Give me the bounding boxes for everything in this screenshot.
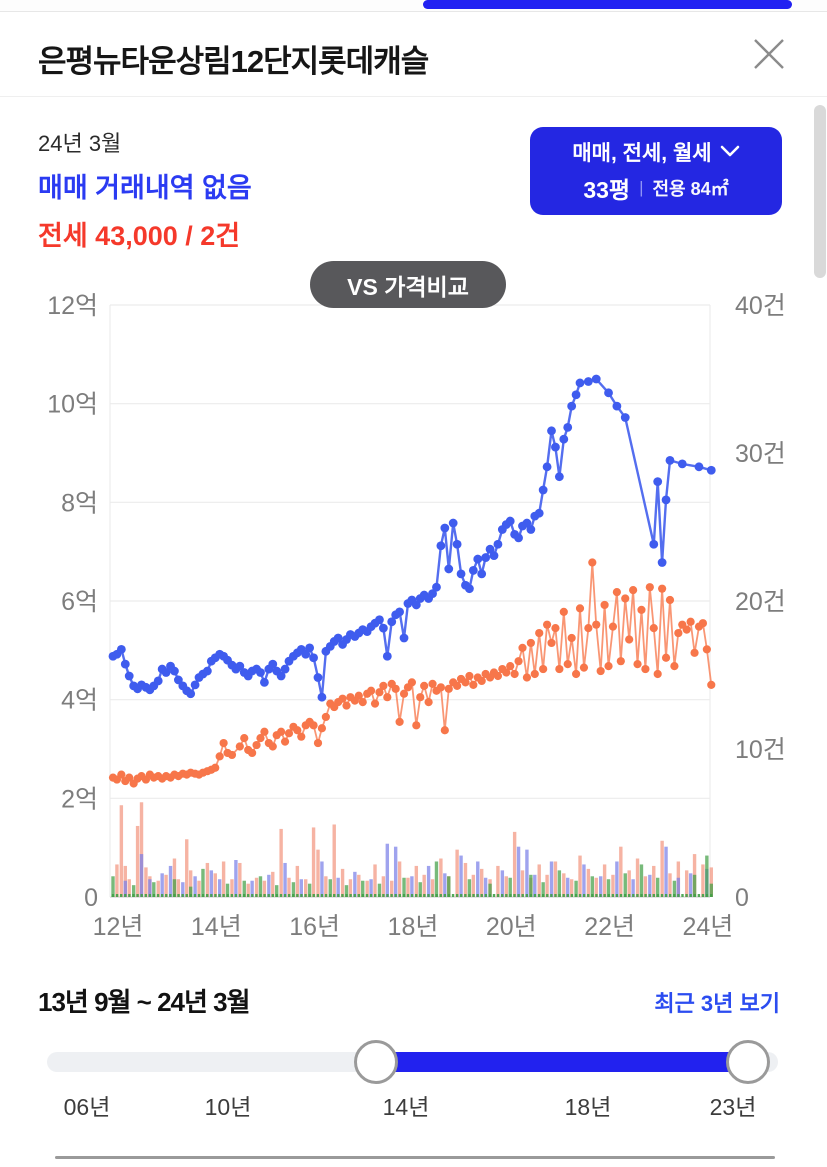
range-slider-handle-left[interactable] (354, 1040, 398, 1084)
range-slider-handle-right[interactable] (726, 1040, 770, 1084)
chevron-down-icon (720, 140, 740, 164)
filter-separator: | (639, 178, 644, 197)
top-accent-bar (423, 0, 792, 9)
filter-area-pyeong: 33평 (583, 177, 631, 203)
summary-jeonse-status: 전세 43,000 / 2건 (38, 221, 241, 251)
svg-text:20년: 20년 (486, 913, 537, 941)
svg-text:16년: 16년 (289, 913, 340, 941)
recent-3y-link[interactable]: 최근 3년 보기 (654, 991, 780, 1016)
price-volume-chart: 12억 10억 8억 6억 4억 2억 0 40건 30건 20건 10건 0 12년 14년 16년 18년… (0, 292, 827, 947)
close-icon (750, 35, 788, 78)
slider-label: 23년 (709, 1094, 757, 1120)
svg-text:0: 0 (84, 884, 98, 912)
filter-types-label: 매매, 전세, 월세 (572, 142, 712, 165)
svg-text:2억: 2억 (61, 785, 98, 813)
svg-text:6억: 6억 (61, 588, 98, 616)
svg-text:8억: 8억 (61, 489, 98, 517)
summary-date: 24년 3월 (38, 131, 122, 156)
svg-text:12년: 12년 (93, 913, 144, 941)
bottom-divider (55, 1156, 775, 1159)
panel-header: 은평뉴타운상림12단지롯데캐슬 (0, 12, 827, 97)
vs-price-compare-button[interactable]: VS 가격비교 (310, 261, 506, 308)
slider-label: 18년 (564, 1094, 612, 1120)
date-range-label: 13년 9월 ~ 24년 3월 (38, 987, 251, 1017)
slider-label: 06년 (63, 1094, 111, 1120)
svg-text:24년: 24년 (683, 913, 734, 941)
svg-text:22년: 22년 (584, 913, 635, 941)
summary-sale-status: 매매 거래내역 없음 (38, 173, 252, 203)
scrollbar-thumb[interactable] (814, 105, 826, 278)
close-button[interactable] (747, 34, 791, 78)
filter-area-detail: 전용 84㎡ (652, 179, 729, 199)
slider-label: 10년 (204, 1094, 252, 1120)
filter-dropdown-button[interactable]: 매매, 전세, 월세 33평 | 전용 84㎡ (530, 127, 782, 215)
svg-text:10억: 10억 (47, 391, 98, 419)
svg-text:20건: 20건 (735, 588, 786, 616)
svg-text:14년: 14년 (191, 913, 242, 941)
svg-text:10건: 10건 (735, 736, 786, 764)
complex-title: 은평뉴타운상림12단지롯데캐슬 (38, 44, 429, 79)
svg-text:0: 0 (735, 884, 749, 912)
svg-text:12억: 12억 (47, 292, 98, 320)
range-slider-fill[interactable] (376, 1052, 748, 1072)
svg-text:30건: 30건 (735, 440, 786, 468)
svg-text:4억: 4억 (61, 687, 98, 715)
slider-label: 14년 (382, 1094, 430, 1120)
slider-tick-labels: 06년 10년 14년 18년 23년 (0, 1088, 827, 1120)
svg-text:40건: 40건 (735, 292, 786, 320)
top-strip (0, 0, 827, 12)
svg-text:18년: 18년 (388, 913, 439, 941)
